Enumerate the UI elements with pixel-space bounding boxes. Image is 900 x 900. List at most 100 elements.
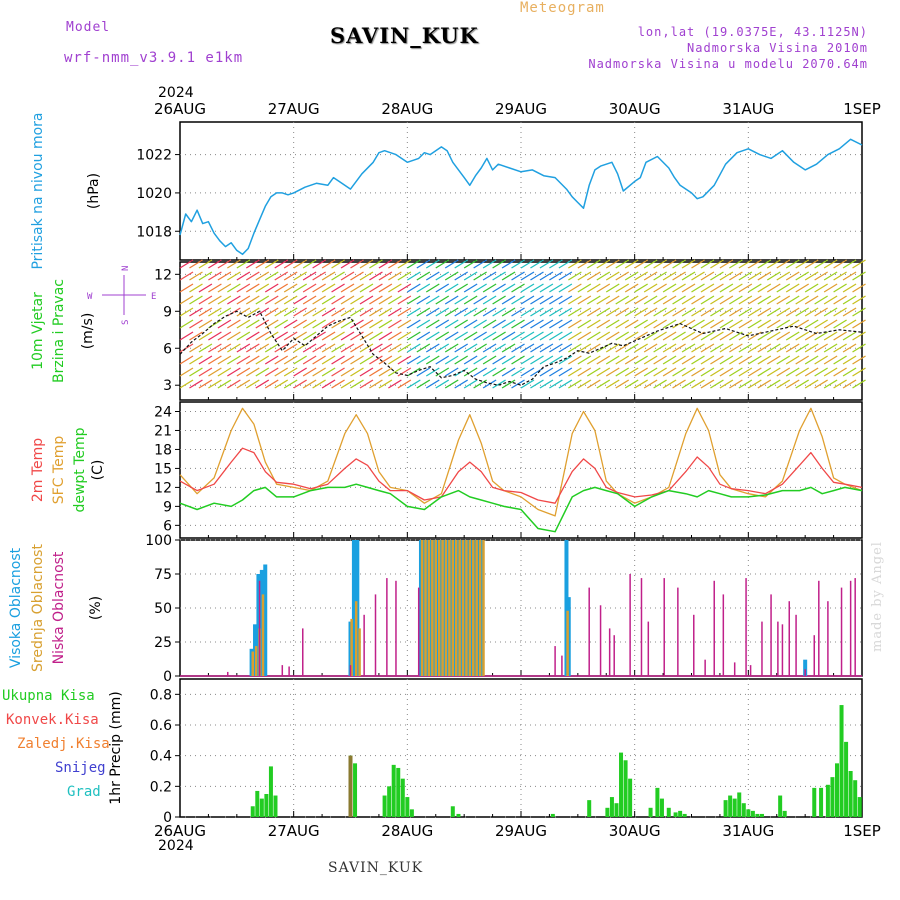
wind-barb: [312, 367, 326, 377]
wind-barb: [539, 295, 554, 305]
precip-legend-0: Ukupna Kisa: [2, 688, 95, 704]
wind-barb: [586, 367, 601, 377]
wind-barb: [842, 307, 857, 317]
panel-pressure: 1018 1020 1022: [136, 121, 863, 261]
wind-barb: [283, 295, 298, 305]
wind-barb: [634, 259, 649, 269]
wind-barb: [501, 307, 516, 317]
wind-barb: [814, 259, 828, 269]
wind-barb: [757, 283, 772, 293]
wind-barb: [520, 331, 535, 341]
wind-barb: [406, 259, 421, 269]
cloud-low-bar: [849, 580, 852, 676]
wind-barb: [511, 355, 525, 365]
x-tick-label-bottom: 30AUG: [609, 822, 661, 840]
wind-barb: [615, 379, 630, 389]
wind-barb: [738, 295, 753, 305]
wind-barb: [795, 355, 810, 365]
wind-barb: [700, 331, 715, 341]
wind-barb: [568, 355, 582, 365]
wind-barb: [539, 343, 554, 353]
product-title: Meteogram: [520, 0, 605, 16]
wind-barb: [691, 331, 705, 341]
wind-barb: [691, 319, 705, 329]
wind-barb: [189, 331, 203, 341]
wind-barb: [501, 295, 516, 305]
wind-barb: [586, 259, 601, 269]
precip-total-bar: [830, 777, 835, 817]
wind-barb: [596, 259, 611, 269]
precip-legend-2: Zaledj.Kisa: [17, 736, 110, 752]
wind-barb: [643, 319, 658, 329]
wind-barb: [198, 283, 213, 293]
wind-barb: [264, 343, 279, 353]
wind-barb: [227, 331, 241, 341]
wind-barb: [776, 307, 791, 317]
wind-barb: [596, 319, 611, 329]
wind-barb: [662, 343, 677, 353]
wind-barb: [520, 259, 535, 269]
wind-barb: [189, 307, 203, 317]
wind-barb: [634, 367, 649, 377]
wind-barb: [842, 331, 857, 341]
wind-barb: [568, 295, 582, 305]
wind-barb: [615, 295, 630, 305]
cloud-low-bar: [258, 580, 261, 676]
x-tick-label-top: 29AUG: [495, 100, 547, 118]
wind-barb: [350, 295, 364, 305]
wind-barb: [255, 259, 270, 269]
wind-barb: [189, 379, 203, 389]
cloud-low-bar: [840, 587, 843, 676]
x-tick-label-top: 30AUG: [609, 100, 661, 118]
wind-barb: [605, 379, 620, 389]
wind-barb: [577, 319, 592, 329]
wind-barb: [463, 271, 478, 281]
precip-total-bar: [825, 784, 830, 817]
wind-barb: [823, 283, 838, 293]
wind-barb: [208, 343, 222, 353]
cloud-low-bar: [613, 635, 615, 676]
wind-barb: [795, 259, 810, 269]
wind-barb: [350, 367, 364, 377]
wind-barb: [217, 319, 232, 329]
wind-barb: [776, 367, 791, 377]
wind-barb: [596, 295, 611, 305]
wind-barb: [444, 259, 459, 269]
wind-barb: [785, 355, 800, 365]
wind-barb: [264, 271, 279, 281]
cloud-low-axis-title: Niska Oblacnost: [51, 551, 67, 664]
wind-barb: [738, 331, 753, 341]
wind-barb: [397, 379, 412, 389]
y-tick-label: 0.2: [150, 779, 172, 795]
wind-barb: [681, 331, 696, 341]
wind-barb: [577, 259, 592, 269]
precip-total-bar: [741, 803, 746, 817]
wind-barb: [729, 355, 743, 365]
wind-barb: [473, 259, 487, 269]
wind-barb: [586, 343, 601, 353]
wind-barb: [397, 295, 412, 305]
wind-barb: [747, 355, 762, 365]
wind-barb: [340, 379, 355, 389]
wind-barb: [444, 307, 459, 317]
wind-barb: [549, 379, 563, 389]
cloud-mid-bar: [472, 540, 475, 676]
wind-barb: [350, 271, 364, 281]
wind-barb: [388, 343, 402, 353]
wind-barb: [501, 355, 516, 365]
wind-barb: [264, 295, 279, 305]
wind-barb: [406, 283, 421, 293]
cloud-high-bar: [803, 659, 808, 676]
wind-barb: [492, 271, 506, 281]
wind-barb: [274, 295, 289, 305]
wind-compass: W E N S: [87, 266, 156, 325]
wind-barb: [482, 343, 497, 353]
wind-barb: [388, 355, 402, 365]
wind-barb: [492, 307, 506, 317]
wind-barb: [511, 367, 525, 377]
wind-barb: [331, 355, 345, 365]
wind-barb: [653, 319, 667, 329]
wind-barb: [416, 283, 431, 293]
cloud-mid-bar: [458, 540, 461, 676]
wind-barb: [274, 307, 289, 317]
